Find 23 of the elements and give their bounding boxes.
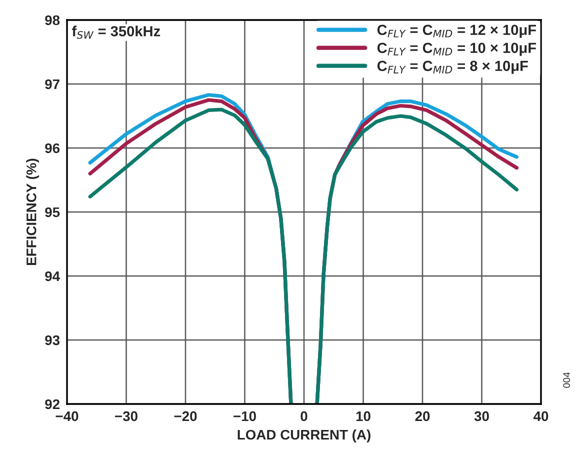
legend-label: C$_{FLY}$ = C$_{MID}$ = 10 × 10μF	[377, 42, 536, 56]
x-tick-label: 10	[356, 411, 370, 422]
y-tick-label: 98	[45, 15, 60, 26]
x-tick-label: 30	[474, 411, 489, 422]
x-tick-label: 20	[415, 411, 430, 422]
x-tick-label: 40	[533, 411, 548, 422]
y-tick-label: 92	[45, 399, 60, 410]
x-axis-title: LOAD CURRENT (A)	[238, 429, 370, 442]
x-tick-label: −20	[174, 411, 197, 422]
text: 004	[563, 372, 570, 388]
x-tick-label: −30	[115, 411, 138, 422]
y-tick-label: 97	[45, 79, 60, 90]
legend-label: C$_{FLY}$ = C$_{MID}$ = 12 × 10μF	[377, 24, 536, 38]
legend-label: C$_{FLY}$ = C$_{MID}$ = 8 × 10μF	[377, 60, 528, 74]
x-tick-label: −40	[56, 411, 78, 422]
y-tick-label: 93	[45, 335, 60, 346]
y-axis-title: EFFICIENCY (%)	[26, 158, 40, 265]
y-tick-label: 95	[45, 207, 60, 218]
y-tick-label: 96	[45, 143, 60, 154]
x-tick-label: −10	[234, 411, 256, 422]
x-tick-label: 0	[300, 411, 308, 422]
y-tick-label: 94	[45, 271, 60, 282]
annotation: f$_{SW}$ = 350kHz	[72, 26, 160, 39]
